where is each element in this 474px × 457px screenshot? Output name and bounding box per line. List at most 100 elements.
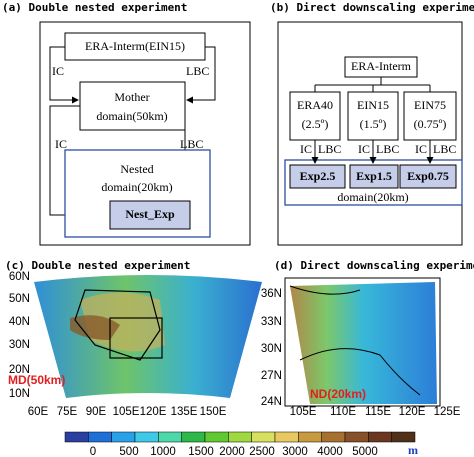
lon-label: 120E: [140, 406, 167, 418]
node-label: Nested: [120, 162, 153, 176]
panel-title: (a) Double nested experiment: [2, 1, 187, 14]
lon-label: 105E: [290, 406, 317, 418]
node-label: ERA-Interm: [351, 59, 412, 73]
lat-label: 27N: [261, 370, 282, 382]
node-label: EIN15: [357, 98, 389, 112]
node: [347, 91, 399, 141]
colorbar-swatch: [204, 431, 229, 443]
node-label: (1.5º): [360, 117, 387, 131]
lat-label: 30N: [9, 339, 30, 351]
edge-label: LBC: [433, 142, 456, 156]
edge-label: IC: [358, 142, 370, 156]
colorbar-swatch: [64, 431, 89, 443]
colorbar-label: 2500: [249, 446, 275, 457]
edge-label: LBC: [318, 142, 341, 156]
inner-domain: [109, 317, 163, 359]
arrow: [186, 46, 216, 104]
arrow: [49, 46, 79, 104]
node: [349, 164, 399, 189]
map: [290, 282, 437, 404]
panel-c: (c) Double nested experiment MD(50km): [5, 259, 262, 398]
lon-label: 105E: [113, 406, 140, 418]
lat-label: 60N: [9, 271, 30, 283]
node-label: domain(50km): [96, 109, 167, 123]
node-label: Nest_Exp: [125, 207, 175, 221]
lon-label: 125E: [434, 406, 461, 418]
colorbar-label: 1000: [150, 446, 176, 457]
colorbar-swatch: [344, 431, 369, 443]
node: [79, 81, 186, 131]
frame: [277, 21, 463, 246]
colorbar-label: 3000: [282, 446, 308, 457]
colorbar-swatch: [158, 431, 182, 443]
lat-label: 40N: [9, 316, 30, 328]
frame: [39, 21, 251, 246]
terrain: [70, 315, 120, 340]
node-label: Exp2.5: [300, 169, 336, 183]
colorbar-swatch: [134, 431, 159, 443]
node: [64, 32, 206, 61]
node-label: Mother: [114, 90, 149, 104]
lon-label: 135E: [171, 406, 198, 418]
node-label: ERA-Interm(EIN15): [85, 39, 185, 53]
edge-label: IC: [300, 142, 312, 156]
node-label: (0.75º): [414, 117, 447, 131]
panel-title: (b) Direct downscaling experiment: [270, 1, 474, 14]
boundary: [289, 285, 421, 396]
panel-b: (b) Direct downscaling experiment ERA-In…: [270, 1, 474, 246]
node-label: EIN75: [414, 98, 446, 112]
lon-label: 150E: [200, 406, 227, 418]
colorbar-swatch: [181, 431, 206, 443]
colorbar-swatch: [274, 431, 299, 443]
panel-title: (d) Direct downscaling experiment: [274, 259, 474, 272]
colorbar-swatch: [321, 431, 346, 443]
colorbar-label: 500: [119, 446, 138, 457]
panel-a: (a) Double nested experiment ERA-Interm(…: [2, 1, 251, 246]
node: [403, 91, 457, 141]
colorbar-swatch: [391, 431, 416, 443]
colorbar-swatch: [298, 431, 322, 443]
edge-label: LBC: [180, 137, 203, 151]
lat-label: 10N: [9, 388, 30, 400]
edge-label: IC: [415, 142, 427, 156]
node: [109, 200, 191, 230]
lon-label: 75E: [57, 406, 78, 418]
lon-label: 60E: [28, 406, 49, 418]
edge-label: LBC: [376, 142, 399, 156]
lon-label: 120E: [399, 406, 426, 418]
colorbar-swatch: [368, 431, 392, 443]
node-label: Exp1.5: [356, 169, 392, 183]
lon-label: 110E: [330, 406, 356, 418]
colorbar-label: 5000: [352, 446, 378, 457]
lat-label: 24N: [261, 396, 282, 408]
colorbar: 0 500 1000 1500 2000 2500 3000 4000 5000 m: [64, 431, 418, 457]
lat-label: 30N: [261, 343, 282, 355]
node-label: Exp0.75: [407, 169, 449, 183]
node: [289, 91, 341, 141]
boundary: [74, 289, 161, 361]
node-label: ERA40: [297, 98, 333, 112]
lat-label: 20N: [9, 364, 30, 376]
edge-label: IC: [55, 137, 67, 151]
colorbar-label: 4000: [317, 446, 343, 457]
colorbar-swatch: [228, 431, 252, 443]
edge-label: IC: [52, 64, 64, 78]
map-label: ND(20km): [310, 387, 366, 401]
connector: [314, 77, 431, 92]
lat-label: 36N: [261, 288, 282, 300]
panel-title: (c) Double nested experiment: [5, 259, 190, 272]
colorbar-label: 0: [90, 446, 96, 457]
colorbar-swatch: [111, 431, 136, 443]
panel-d: (d) Direct downscaling experiment ND(20k…: [274, 259, 474, 407]
colorbar-swatch: [88, 431, 112, 443]
group-label: domain(20km): [337, 190, 408, 204]
node-label: (2.5º): [302, 117, 329, 131]
colorbar-label: 2000: [219, 446, 245, 457]
lat-label: 33N: [261, 316, 282, 328]
node-label: domain(20km): [101, 180, 172, 194]
lon-label: 115E: [365, 406, 391, 418]
lon-label: 90E: [86, 406, 107, 418]
lat-label: 50N: [9, 293, 30, 305]
node: [399, 164, 457, 189]
